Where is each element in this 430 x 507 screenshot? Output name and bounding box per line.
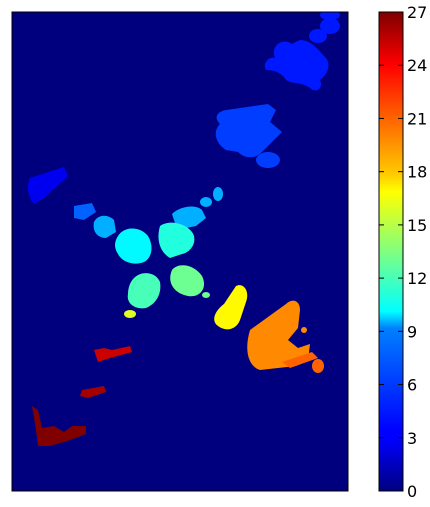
region-12-part-0 [214, 285, 248, 330]
colorbar-tick-label: 24 [407, 56, 427, 75]
region-12 [214, 285, 248, 330]
region-14-part-0 [282, 352, 318, 368]
region-2 [215, 104, 282, 168]
colorbar-tick-label: 15 [407, 216, 427, 235]
region-16 [80, 386, 106, 398]
region-9 [170, 265, 210, 298]
region-13-part-0 [247, 300, 310, 370]
region-2-part-0 [215, 104, 282, 158]
region-14 [282, 352, 324, 373]
plot-frame [11, 11, 349, 492]
colorbar-gradient [379, 12, 403, 491]
region-9-part-0 [170, 265, 205, 297]
region-7-part-0 [158, 222, 195, 258]
colorbar-ticks: 0 3 6 9 12 15 18 21 24 27 [379, 3, 427, 501]
colorbar-tick-label: 12 [407, 269, 427, 288]
region-17 [32, 406, 86, 446]
region-6 [93, 215, 116, 238]
colorbar-tick-label: 3 [407, 429, 417, 448]
region-10-part-0 [127, 273, 161, 309]
region-5-part-1 [200, 197, 212, 207]
region-2-part-1 [256, 152, 280, 168]
region-13-part-1 [301, 327, 307, 333]
region-8-part-0 [115, 228, 152, 264]
region-4-part-0 [74, 203, 96, 220]
colorbar: 0 3 6 9 12 15 18 21 24 27 [378, 3, 427, 501]
region-1-part-0 [264, 40, 329, 91]
region-14-part-1 [312, 359, 324, 373]
region-3 [27, 167, 68, 204]
region-17-part-0 [32, 406, 86, 446]
colorbar-frame [378, 11, 404, 492]
region-1-part-1 [309, 29, 327, 43]
colorbar-tick-label: 27 [407, 3, 427, 22]
region-6-part-0 [93, 215, 116, 238]
region-10 [127, 273, 161, 309]
region-9-part-1 [202, 292, 210, 298]
region-5 [172, 187, 223, 228]
region-1-part-2 [320, 18, 340, 34]
region-13 [247, 300, 310, 370]
region-11-part-0 [124, 310, 136, 318]
colorbar-tick-label: 18 [407, 163, 427, 182]
region-5-part-0 [172, 206, 206, 228]
heatmap-plot [11, 11, 349, 492]
region-5-part-2 [213, 187, 223, 201]
region-1 [264, 12, 340, 91]
colorbar-tick-label: 9 [407, 322, 417, 341]
region-3-part-0 [27, 167, 68, 204]
region-1-part-3 [320, 12, 340, 20]
colorbar-tick-label: 21 [407, 109, 427, 128]
heatmap-regions [27, 12, 340, 446]
colorbar-tick-label: 6 [407, 376, 417, 395]
region-7 [158, 222, 195, 258]
region-8 [115, 228, 152, 264]
colorbar-tick-label: 0 [407, 482, 417, 501]
region-15 [94, 346, 132, 362]
region-16-part-0 [80, 386, 106, 398]
region-11 [124, 310, 136, 318]
region-4 [74, 203, 96, 220]
region-15-part-0 [94, 346, 132, 362]
